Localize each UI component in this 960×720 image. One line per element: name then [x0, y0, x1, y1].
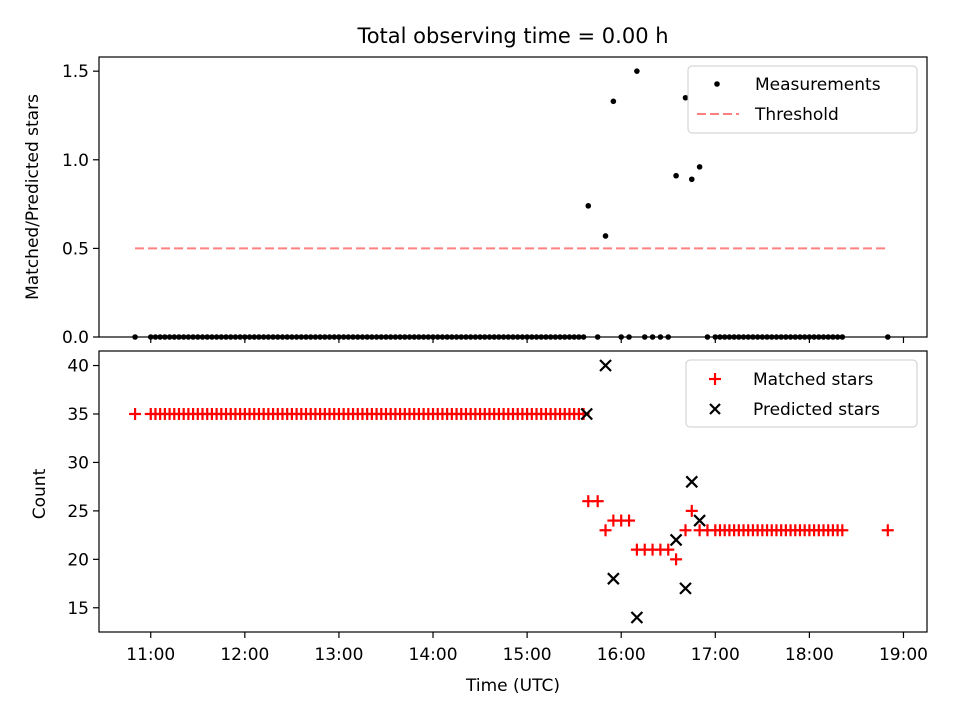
- matched-star-point: [836, 524, 849, 537]
- x-tick-label: 13:00: [314, 645, 363, 665]
- measurement-point: [634, 68, 640, 74]
- legend-label-predicted: Predicted stars: [753, 400, 880, 420]
- chart-title: Total observing time = 0.00 h: [356, 24, 668, 48]
- legend-marker-matched: [709, 373, 721, 385]
- matched-star-point: [623, 514, 636, 527]
- y-tick-label: 0.0: [62, 328, 89, 348]
- matched-star-point: [685, 504, 698, 517]
- y-tick-label: 20: [67, 550, 89, 570]
- measurement-point: [682, 94, 689, 101]
- x-tick-label: 14:00: [409, 645, 458, 665]
- legend: Measurements Threshold: [687, 65, 918, 134]
- predicted-star-point: [580, 407, 593, 421]
- predicted-star-point: [679, 582, 692, 595]
- axes-frame: [98, 350, 928, 633]
- predicted-star-point: [693, 514, 706, 527]
- legend-label-matched: Matched stars: [753, 370, 873, 390]
- y-tick-label: 15: [67, 599, 89, 619]
- matched-star-point: [670, 553, 683, 566]
- legend-marker-measurements: [714, 81, 720, 87]
- x-axis-label: Time (UTC): [465, 676, 560, 696]
- matched-star-point: [591, 495, 604, 508]
- y-axis-ticks: 0.0 0.5 1.0 1.5: [62, 62, 99, 348]
- top-panel: Total observing time = 0.00 h Matched/Pr…: [23, 24, 928, 348]
- bottom-panel: Count Time (UTC) 15 20 25 30 35 40 11:00 12:00…: [30, 350, 928, 696]
- x-tick-label: 15:00: [503, 645, 552, 665]
- legend-label-measurements: Measurements: [755, 75, 881, 95]
- y-tick-label: 30: [67, 453, 89, 473]
- y-tick-label: 1.0: [62, 151, 89, 171]
- y-tick-label: 40: [67, 357, 89, 377]
- y-axis-ticks: 15 20 25 30 35 40: [67, 357, 99, 619]
- y-tick-label: 1.5: [62, 62, 89, 82]
- y-axis-label: Count: [30, 468, 50, 519]
- x-tick-label: 11:00: [126, 645, 175, 665]
- matched-star-point: [599, 524, 612, 537]
- y-tick-label: 35: [67, 405, 89, 425]
- predicted-star-point: [630, 611, 644, 624]
- matched-star-point: [881, 524, 894, 537]
- legend-box: [685, 359, 918, 428]
- measurement-point: [673, 172, 679, 179]
- y-axis-label: Matched/Predicted stars: [23, 94, 43, 300]
- matched-star-point: [129, 407, 142, 420]
- legend-box: [687, 65, 918, 134]
- x-tick-label: 17:00: [691, 645, 740, 665]
- measurement-point: [688, 176, 695, 183]
- predicted-star-point: [685, 475, 699, 489]
- measurement-point: [610, 98, 617, 105]
- measurement-point: [696, 164, 703, 170]
- legend-label-threshold: Threshold: [754, 105, 839, 125]
- measurement-point: [602, 233, 609, 239]
- plot-area: [129, 359, 894, 624]
- y-tick-label: 0.5: [62, 239, 89, 259]
- measurement-point: [585, 203, 592, 209]
- x-tick-label: 18:00: [785, 645, 834, 665]
- x-tick-label: 19:00: [879, 645, 928, 665]
- x-tick-label: 16:00: [597, 645, 646, 665]
- axes-frame: [98, 56, 928, 338]
- legend-marker-predicted: [709, 403, 721, 415]
- matched-star-point: [679, 524, 692, 537]
- x-tick-label: 12:00: [220, 645, 269, 665]
- legend: Matched stars Predicted stars: [685, 359, 918, 428]
- predicted-star-point: [599, 359, 612, 372]
- x-axis-ticks: 11:00 12:00 13:00 14:00 15:00 16:00 17:00 18:00…: [126, 632, 928, 665]
- predicted-star-point: [607, 572, 620, 585]
- y-tick-label: 25: [67, 502, 89, 522]
- matched-star-point: [662, 543, 675, 556]
- predicted-star-point: [669, 533, 683, 547]
